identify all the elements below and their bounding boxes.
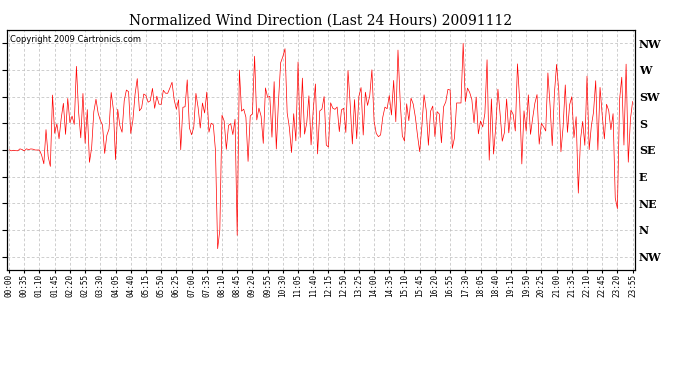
Text: Copyright 2009 Cartronics.com: Copyright 2009 Cartronics.com: [10, 35, 141, 44]
Title: Normalized Wind Direction (Last 24 Hours) 20091112: Normalized Wind Direction (Last 24 Hours…: [129, 13, 513, 27]
